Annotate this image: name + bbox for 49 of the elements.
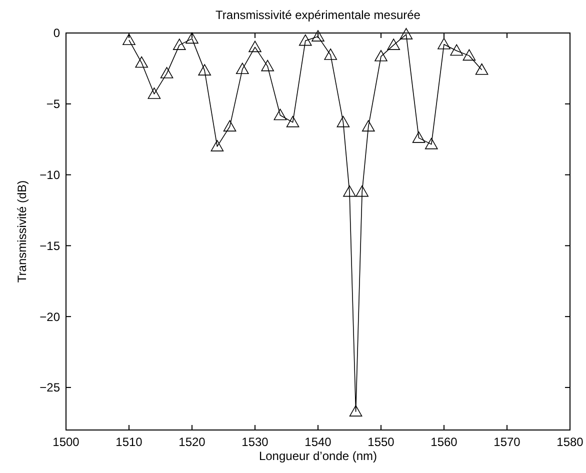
x-tick-label: 1510 [116,435,143,449]
point [122,34,136,45]
point [324,48,337,60]
point [248,40,262,52]
point [186,32,198,44]
point [462,49,476,61]
point [362,120,375,132]
point [236,62,249,74]
chart-title: Transmissivité expérimentale mesurée [216,8,421,22]
point [148,88,161,99]
y-tick-label: 0 [53,26,60,40]
point [374,50,388,62]
x-tick-label: 1570 [494,435,521,449]
x-tick-label: 1500 [52,435,80,449]
y-axis-title: Transmissivité (dB) [15,180,29,283]
point [387,38,400,50]
point [160,67,174,78]
y-tick-label: −20 [40,310,60,324]
point [261,60,274,72]
point [343,185,356,197]
x-tick-label: 1550 [368,435,395,449]
point [210,140,224,152]
y-tick-label: −15 [40,238,60,253]
x-tick-label: 1580 [556,435,584,449]
y-tick-label: −5 [46,97,60,112]
point [356,185,368,197]
point [299,34,312,46]
point [135,56,148,68]
x-axis-title: Longueur d’onde (nm) [258,449,378,463]
point [223,120,236,132]
point [336,116,350,128]
point [349,405,362,416]
x-tick-label: 1520 [178,435,206,449]
point [412,132,426,143]
point [475,63,488,75]
point [438,38,450,50]
y-tick-label: −25 [40,380,60,395]
point [274,108,287,120]
point [400,28,413,40]
y-tick-label: −10 [40,168,60,182]
point [173,38,186,50]
x-tick-label: 1560 [430,435,458,449]
point [450,44,463,56]
point [198,64,211,76]
x-tick-label: 1530 [242,435,269,449]
x-tick-label: 1540 [304,435,332,449]
point [425,138,438,150]
point [312,30,324,42]
point [286,116,300,128]
